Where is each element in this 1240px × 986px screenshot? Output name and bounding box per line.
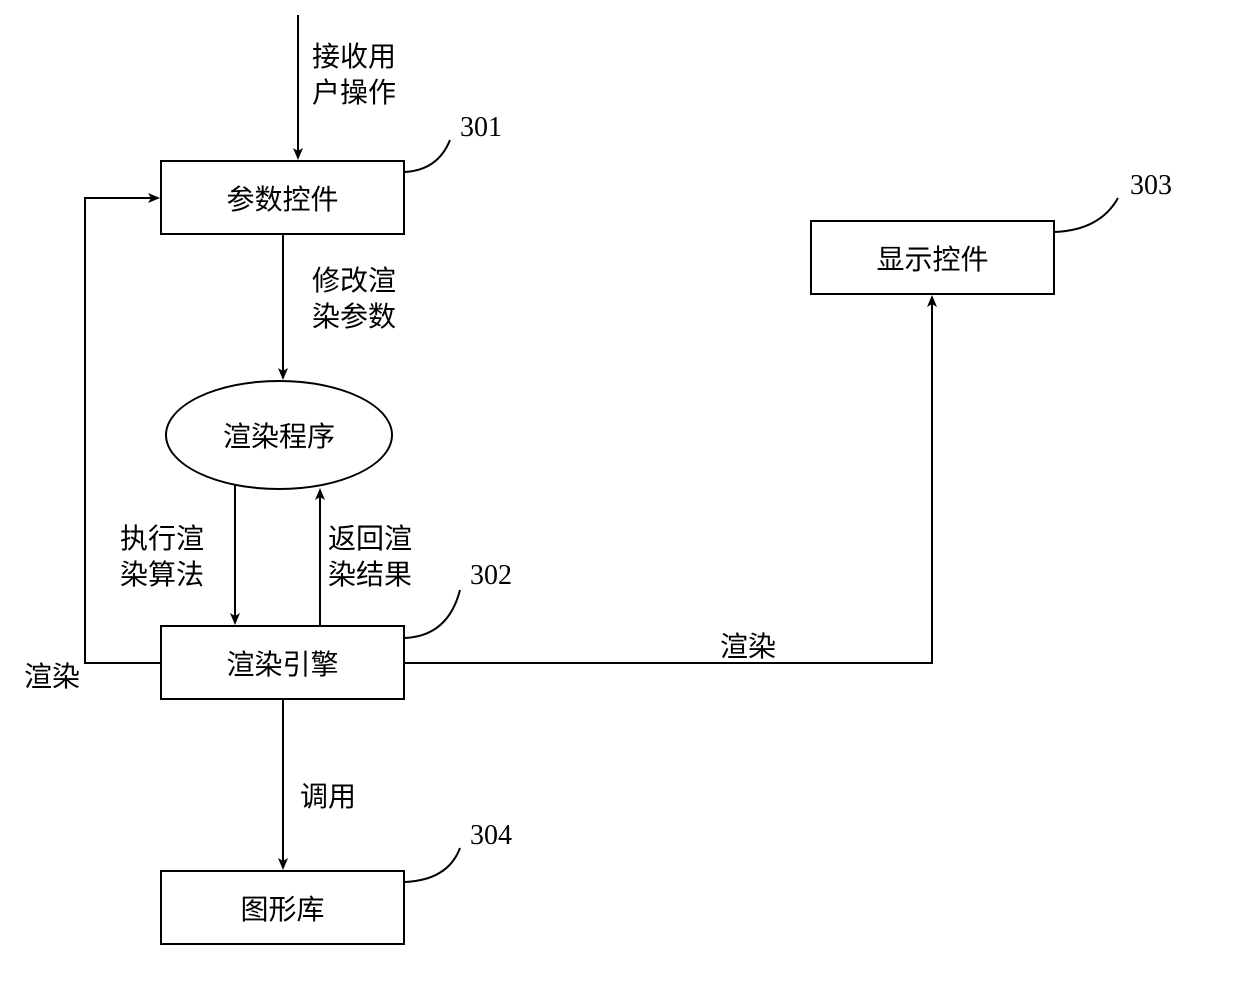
edge-label-receive-user: 接收用 户操作 (312, 40, 396, 113)
node-label: 渲染程序 (223, 415, 335, 455)
node-label: 图形库 (240, 888, 324, 928)
edge-label-render-right: 渲染 (720, 630, 776, 666)
ref-301: 301 (460, 112, 502, 144)
callout-304 (405, 848, 460, 882)
arrows-overlay (0, 0, 1240, 986)
node-graphics-lib: 图形库 (160, 870, 405, 945)
node-render-program: 渲染程序 (165, 380, 393, 490)
ref-302: 302 (470, 560, 512, 592)
edge-label-exec-algo: 执行渲 染算法 (120, 522, 204, 595)
ref-304: 304 (470, 820, 512, 852)
callout-301 (405, 140, 450, 172)
edge-label-call: 调用 (300, 780, 356, 816)
node-label: 渲染引擎 (226, 643, 338, 683)
callout-302 (405, 590, 460, 638)
node-display-control: 显示控件 (810, 220, 1055, 295)
node-label: 显示控件 (876, 238, 988, 278)
callout-303 (1055, 198, 1118, 232)
edge-label-return-result: 返回渲 染结果 (328, 522, 412, 595)
node-render-engine: 渲染引擎 (160, 625, 405, 700)
edge-label-render-left: 渲染 (24, 660, 80, 696)
node-label: 参数控件 (226, 178, 338, 218)
arrow-engine-to-display (405, 297, 932, 663)
edge-label-modify-params: 修改渲 染参数 (312, 264, 396, 337)
node-param-control: 参数控件 (160, 160, 405, 235)
ref-303: 303 (1130, 170, 1172, 202)
